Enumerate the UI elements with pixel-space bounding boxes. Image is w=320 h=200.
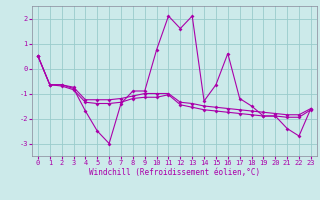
X-axis label: Windchill (Refroidissement éolien,°C): Windchill (Refroidissement éolien,°C)	[89, 168, 260, 177]
